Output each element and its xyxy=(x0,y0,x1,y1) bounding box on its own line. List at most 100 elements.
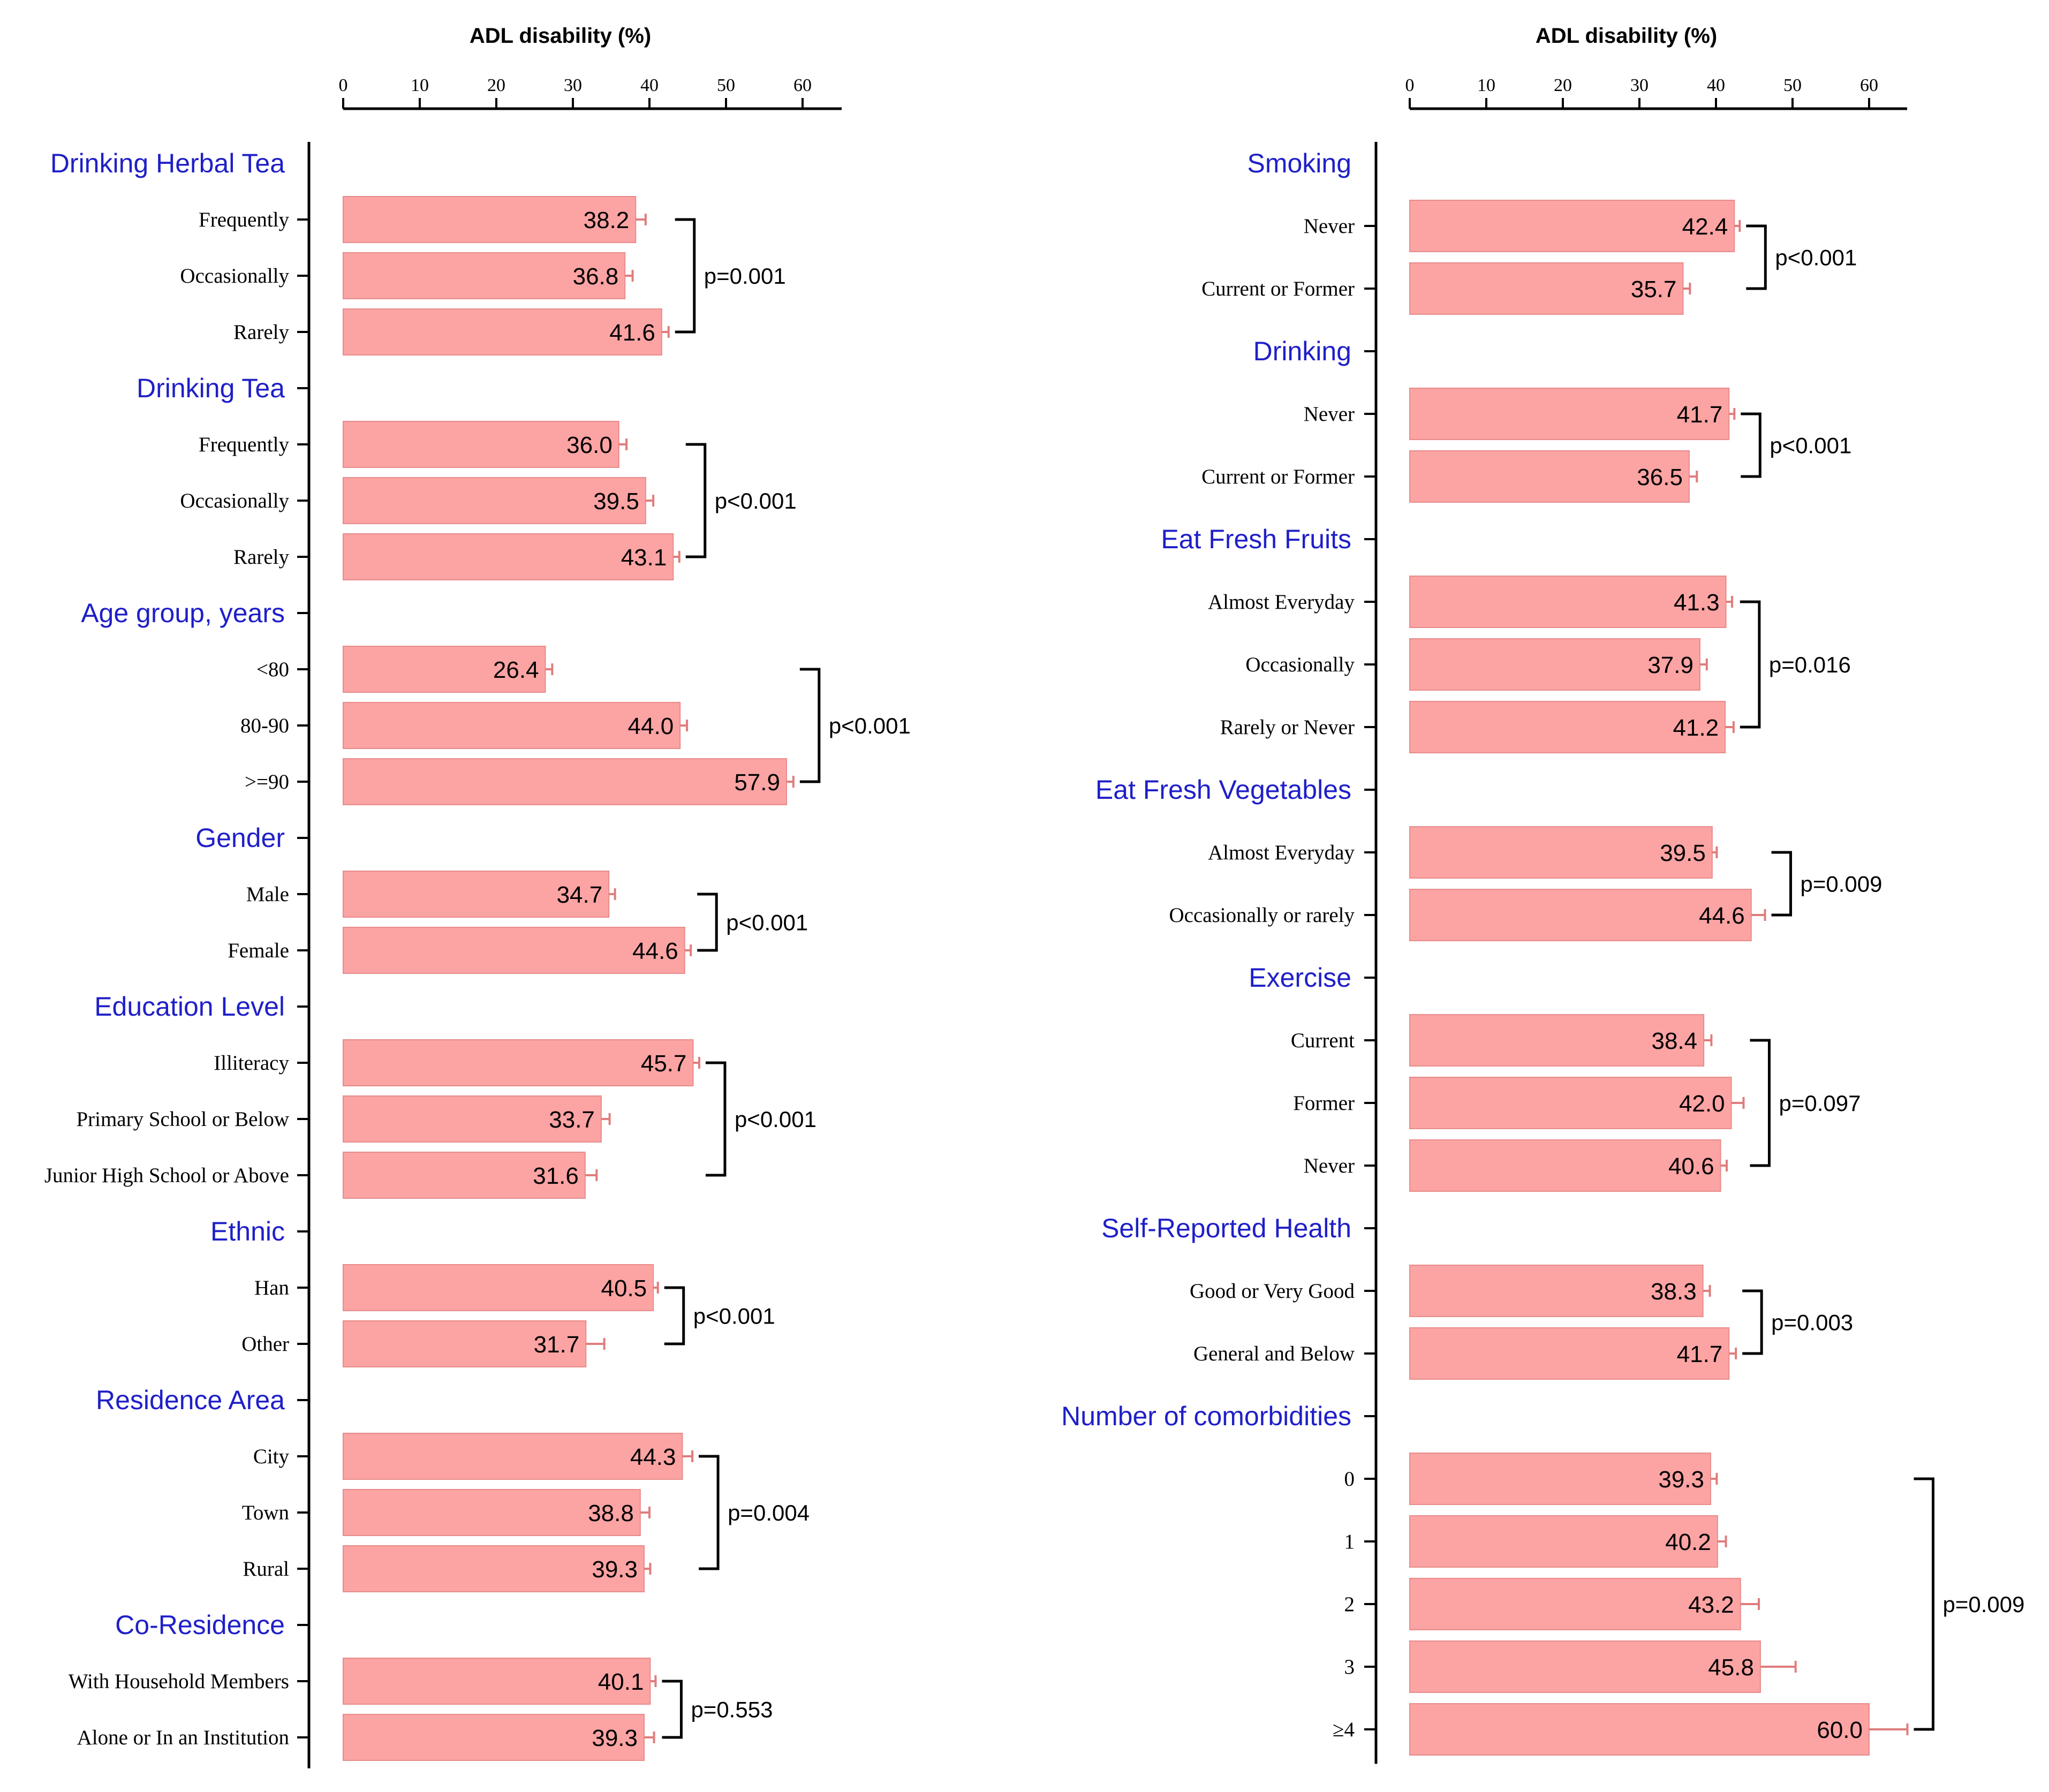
value-label: 31.6 xyxy=(533,1163,579,1189)
x-tick-label: 20 xyxy=(487,75,505,95)
bar xyxy=(1409,200,1735,252)
x-tick-label: 40 xyxy=(640,75,659,95)
bar xyxy=(343,646,546,693)
value-label: 43.1 xyxy=(621,545,667,571)
x-tick-label: 0 xyxy=(1405,75,1415,95)
significance-bracket xyxy=(697,893,718,952)
bar xyxy=(343,758,787,805)
category-label: Occasionally xyxy=(180,264,289,288)
category-label: With Household Members xyxy=(69,1670,289,1693)
category-label: Rural xyxy=(243,1557,289,1581)
group-label: Eat Fresh Vegetables xyxy=(1095,775,1351,805)
category-label: Other xyxy=(241,1333,289,1356)
value-label: 39.3 xyxy=(592,1556,638,1583)
bar xyxy=(343,1658,651,1705)
value-label: 43.2 xyxy=(1688,1592,1734,1618)
value-label: 41.7 xyxy=(1677,402,1723,428)
category-label: Frequently xyxy=(199,433,289,456)
value-label: 34.7 xyxy=(557,882,603,908)
category-label: Current or Former xyxy=(1201,465,1355,488)
bar xyxy=(343,1152,586,1199)
significance-bracket xyxy=(1771,851,1793,917)
significance-bracket xyxy=(799,668,821,783)
x-tick-label: 10 xyxy=(1477,75,1495,95)
value-label: 44.0 xyxy=(628,713,674,739)
category-label: Good or Very Good xyxy=(1190,1280,1355,1303)
category-label: 0 xyxy=(1344,1468,1355,1491)
value-label: 42.4 xyxy=(1682,214,1728,240)
p-value-label: p=0.016 xyxy=(1769,652,1851,677)
category-label: >=90 xyxy=(245,770,289,793)
group-label: Co-Residence xyxy=(115,1610,285,1640)
category-label: Never xyxy=(1304,1154,1355,1177)
value-label: 44.6 xyxy=(1699,903,1745,929)
p-value-label: p<0.001 xyxy=(829,713,911,738)
bar xyxy=(343,1489,641,1536)
significance-bracket xyxy=(664,1286,685,1345)
bar xyxy=(1409,1014,1705,1067)
category-label: Frequently xyxy=(199,208,289,231)
bar xyxy=(343,1095,602,1143)
bar xyxy=(1409,638,1700,691)
value-label: 40.1 xyxy=(598,1669,644,1695)
significance-bracket xyxy=(1741,412,1761,478)
value-label: 26.4 xyxy=(493,657,539,683)
bar xyxy=(343,252,626,299)
group-label: Smoking xyxy=(1247,148,1351,178)
category-label: Primary School or Below xyxy=(76,1108,289,1131)
value-label: 36.5 xyxy=(1637,464,1683,490)
value-label: 40.6 xyxy=(1668,1153,1714,1179)
x-tick-label: 50 xyxy=(1783,75,1802,95)
bar xyxy=(343,477,646,524)
category-label: ≥4 xyxy=(1333,1718,1355,1741)
category-label: Town xyxy=(242,1501,289,1524)
category-label: Occasionally xyxy=(1245,653,1355,676)
bar xyxy=(343,196,637,243)
p-value-label: p=0.003 xyxy=(1771,1310,1853,1335)
significance-bracket xyxy=(699,1455,720,1570)
group-label: Education Level xyxy=(94,992,285,1022)
value-label: 38.8 xyxy=(588,1500,634,1526)
value-label: 35.7 xyxy=(1631,276,1677,303)
category-label: Almost Everyday xyxy=(1208,841,1355,864)
group-label: Gender xyxy=(195,823,285,853)
value-label: 38.2 xyxy=(584,207,630,233)
bar xyxy=(343,702,681,749)
significance-bracket xyxy=(1750,1039,1771,1167)
bar xyxy=(1409,1139,1721,1192)
p-value-label: p=0.009 xyxy=(1943,1592,2025,1617)
bar xyxy=(343,1714,645,1761)
value-label: 38.4 xyxy=(1651,1028,1697,1054)
value-label: 42.0 xyxy=(1679,1091,1725,1117)
category-label: 1 xyxy=(1344,1530,1355,1553)
category-label: Former xyxy=(1293,1092,1355,1115)
x-tick-label: 60 xyxy=(1860,75,1878,95)
significance-bracket xyxy=(1914,1477,1934,1731)
x-tick-label: 30 xyxy=(1630,75,1649,95)
value-label: 39.3 xyxy=(592,1725,638,1751)
category-label: City xyxy=(253,1445,290,1468)
value-label: 44.3 xyxy=(630,1444,676,1470)
group-label: Exercise xyxy=(1249,963,1351,993)
category-label: Occasionally or rarely xyxy=(1169,904,1355,927)
value-label: 36.0 xyxy=(566,432,613,458)
axis-title: ADL disability (%) xyxy=(1536,24,1717,48)
category-label: Junior High School or Above xyxy=(44,1164,289,1187)
x-tick-label: 60 xyxy=(793,75,812,95)
category-label: Never xyxy=(1304,215,1355,238)
significance-bracket xyxy=(675,218,696,334)
x-tick-label: 20 xyxy=(1554,75,1572,95)
group-label: Drinking xyxy=(1253,336,1351,366)
bar xyxy=(1409,1327,1730,1380)
bar xyxy=(1409,1077,1732,1129)
x-tick-label: 0 xyxy=(339,75,348,95)
group-label: Eat Fresh Fruits xyxy=(1161,524,1351,554)
bar xyxy=(1409,388,1730,440)
value-label: 39.3 xyxy=(1658,1466,1704,1493)
significance-bracket xyxy=(1740,600,1761,729)
p-value-label: p<0.001 xyxy=(1775,245,1857,270)
bar xyxy=(343,308,662,356)
value-label: 39.5 xyxy=(1660,840,1706,866)
value-label: 57.9 xyxy=(734,769,780,796)
